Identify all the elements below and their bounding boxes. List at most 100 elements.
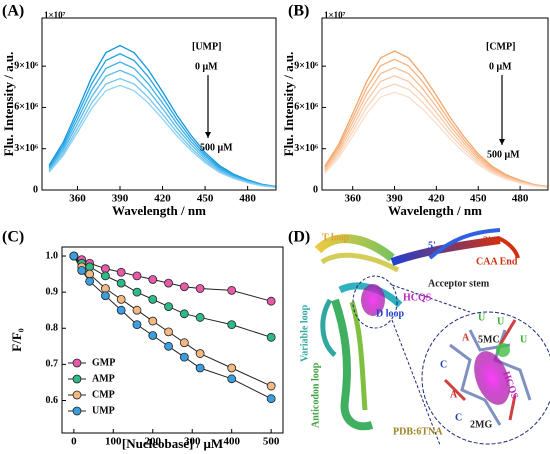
- series-line: [324, 66, 549, 188]
- x-tick-label: 390: [386, 193, 403, 205]
- legend-label: GMP: [92, 357, 115, 368]
- data-point: [195, 284, 205, 293]
- series-line: [324, 58, 549, 188]
- annotation: 0 μM: [195, 61, 218, 72]
- series-line: [324, 91, 549, 189]
- x-tick-label: 480: [512, 193, 529, 205]
- residue-label: A: [462, 332, 470, 343]
- y-multiplier: 1×10⁷: [44, 10, 66, 20]
- plot-frame: [41, 17, 277, 191]
- residue-label: U: [520, 334, 527, 345]
- data-point: [164, 341, 173, 351]
- y-tick-label: 0.9: [46, 286, 59, 297]
- y-multiplier: 1×10⁷: [324, 10, 346, 20]
- legend-marker: [72, 358, 82, 368]
- region-label: CAA End: [476, 256, 518, 267]
- data-point: [195, 349, 205, 358]
- data-point: [101, 271, 110, 281]
- region-label: Variable loop: [299, 304, 310, 362]
- data-point: [266, 394, 276, 404]
- region-label: D loop: [376, 308, 405, 319]
- series-line: [324, 75, 549, 188]
- x-tick-label: 0: [71, 436, 77, 448]
- x-tick-label: 480: [239, 193, 256, 205]
- residue-label: 2MG: [470, 419, 492, 430]
- residue-label: U: [478, 312, 485, 323]
- residue-label: U: [497, 316, 504, 327]
- x-tick-label: 420: [428, 193, 445, 205]
- x-tick-label: 200: [145, 436, 162, 448]
- annotation: [CMP]: [486, 41, 515, 52]
- region-label: Acceptor stem: [428, 278, 490, 289]
- x-tick-label: 400: [223, 436, 240, 448]
- data-point: [266, 332, 276, 342]
- data-point: [164, 278, 173, 288]
- arrow-head: [205, 132, 211, 138]
- data-point: [227, 374, 237, 384]
- data-point: [85, 269, 95, 279]
- series-line: [48, 53, 276, 188]
- y-tick-label: 0: [33, 184, 38, 195]
- data-point: [77, 266, 87, 275]
- y-axis-label: Flu. Intensity / a.u.: [1, 52, 16, 157]
- x-tick-label: 450: [470, 193, 487, 205]
- annotation: 0 μM: [489, 61, 512, 72]
- y-tick-label: 6×10⁶: [294, 102, 318, 113]
- data-point: [148, 275, 158, 284]
- panel-label: (D): [288, 229, 310, 246]
- data-point: [179, 282, 189, 292]
- plot-frame: [61, 246, 284, 434]
- data-point: [148, 316, 158, 326]
- residue-label: 5MC: [478, 334, 500, 345]
- y-tick-label: 9×10⁶: [294, 60, 318, 71]
- legend-marker: [72, 390, 82, 400]
- residue-label: C: [455, 412, 462, 423]
- plot-frame: [321, 17, 549, 191]
- end-label: 3': [483, 235, 491, 246]
- pdb-label: PDB:6TNA: [393, 426, 443, 437]
- annotation: [UMP]: [192, 41, 221, 52]
- data-point: [227, 285, 237, 295]
- residue-label: C: [440, 359, 447, 370]
- data-point: [116, 305, 126, 315]
- data-point: [116, 278, 126, 288]
- data-point: [195, 313, 205, 322]
- data-point: [164, 327, 173, 337]
- y-tick-label: 6×10⁶: [14, 102, 38, 113]
- x-tick-label: 300: [184, 436, 201, 448]
- series-line: [48, 61, 276, 188]
- data-point: [132, 287, 142, 297]
- y-axis-label: F/F₀: [9, 328, 24, 351]
- x-tick-label: 360: [69, 193, 86, 205]
- data-point: [179, 309, 189, 319]
- y-axis-label: Flu. Intensity / a.u.: [281, 52, 296, 157]
- region-label: Anticodon loop: [310, 362, 321, 428]
- y-tick-label: 0: [313, 184, 318, 195]
- annotation: 500 μM: [200, 142, 233, 153]
- x-tick-label: 420: [154, 193, 171, 205]
- data-point: [148, 331, 158, 340]
- y-tick-label: 3×10⁶: [14, 143, 38, 154]
- residue-label: A: [450, 389, 458, 400]
- legend-marker: [72, 374, 82, 384]
- data-point: [101, 291, 110, 301]
- series-line: [324, 83, 549, 189]
- data-point: [266, 381, 276, 391]
- legend-marker: [72, 406, 82, 416]
- panel-label: (A): [2, 3, 24, 20]
- ligand-label: HCQS: [403, 292, 432, 303]
- panel-label: (B): [288, 3, 309, 20]
- data-point: [132, 305, 142, 315]
- data-point: [85, 262, 95, 272]
- series-line: [48, 77, 276, 188]
- x-axis-label: [Nucleobase] / μM: [122, 436, 223, 451]
- data-point: [132, 320, 142, 330]
- data-point: [195, 363, 205, 373]
- x-tick-label: 500: [263, 436, 280, 448]
- data-point: [85, 276, 95, 286]
- series-line: [48, 69, 276, 188]
- x-axis-label: Wavelength / nm: [388, 203, 482, 218]
- data-point: [101, 284, 110, 293]
- y-tick-label: 0.8: [46, 323, 59, 334]
